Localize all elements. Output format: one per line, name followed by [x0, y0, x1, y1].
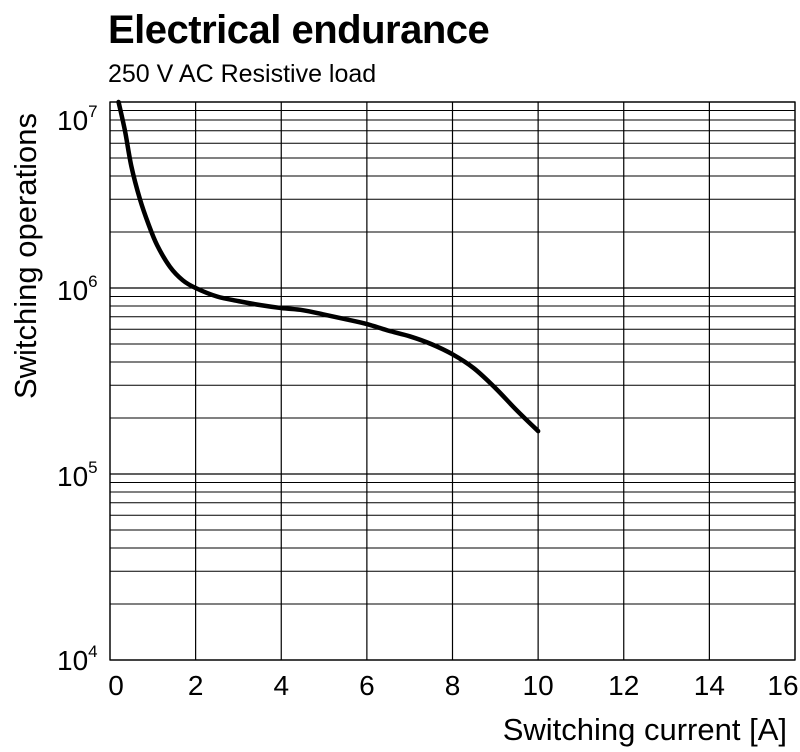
x-tick-label: 4 [273, 670, 289, 701]
endurance-curve [116, 99, 541, 434]
y-tick-label: 106 [57, 272, 98, 306]
y-tick-base: 10 [57, 645, 88, 676]
x-tick-label: 14 [694, 670, 725, 701]
chart-title: Electrical endurance [108, 8, 490, 52]
x-tick-label: 0 [108, 670, 124, 701]
y-axis-label: Switching operations [8, 113, 43, 399]
y-tick-label: 104 [57, 642, 98, 676]
x-tick-label: 2 [188, 670, 204, 701]
y-tick-base: 10 [57, 105, 88, 136]
y-tick-label: 105 [57, 458, 98, 492]
y-tick-label: 107 [57, 102, 98, 136]
y-tick-base: 10 [57, 461, 88, 492]
y-tick-exponent: 7 [88, 102, 97, 121]
x-tick-label: 6 [359, 670, 375, 701]
x-tick-label: 10 [523, 670, 554, 701]
plot-frame [109, 101, 796, 661]
x-axis-label: Switching current [A] [503, 712, 787, 747]
y-tick-base: 10 [57, 275, 88, 306]
x-tick-label: 12 [608, 670, 639, 701]
chart-subtitle: 250 V AC Resistive load [108, 60, 377, 88]
major-gridlines [109, 101, 796, 661]
x-tick-label: 16 [767, 670, 798, 701]
x-tick-labels: 0 2 4 6 8 10 12 14 16 [108, 670, 798, 701]
y-tick-exponent: 6 [88, 272, 97, 291]
x-tick-label: 8 [445, 670, 461, 701]
y-tick-exponent: 5 [88, 458, 97, 477]
y-tick-exponent: 4 [88, 642, 97, 661]
